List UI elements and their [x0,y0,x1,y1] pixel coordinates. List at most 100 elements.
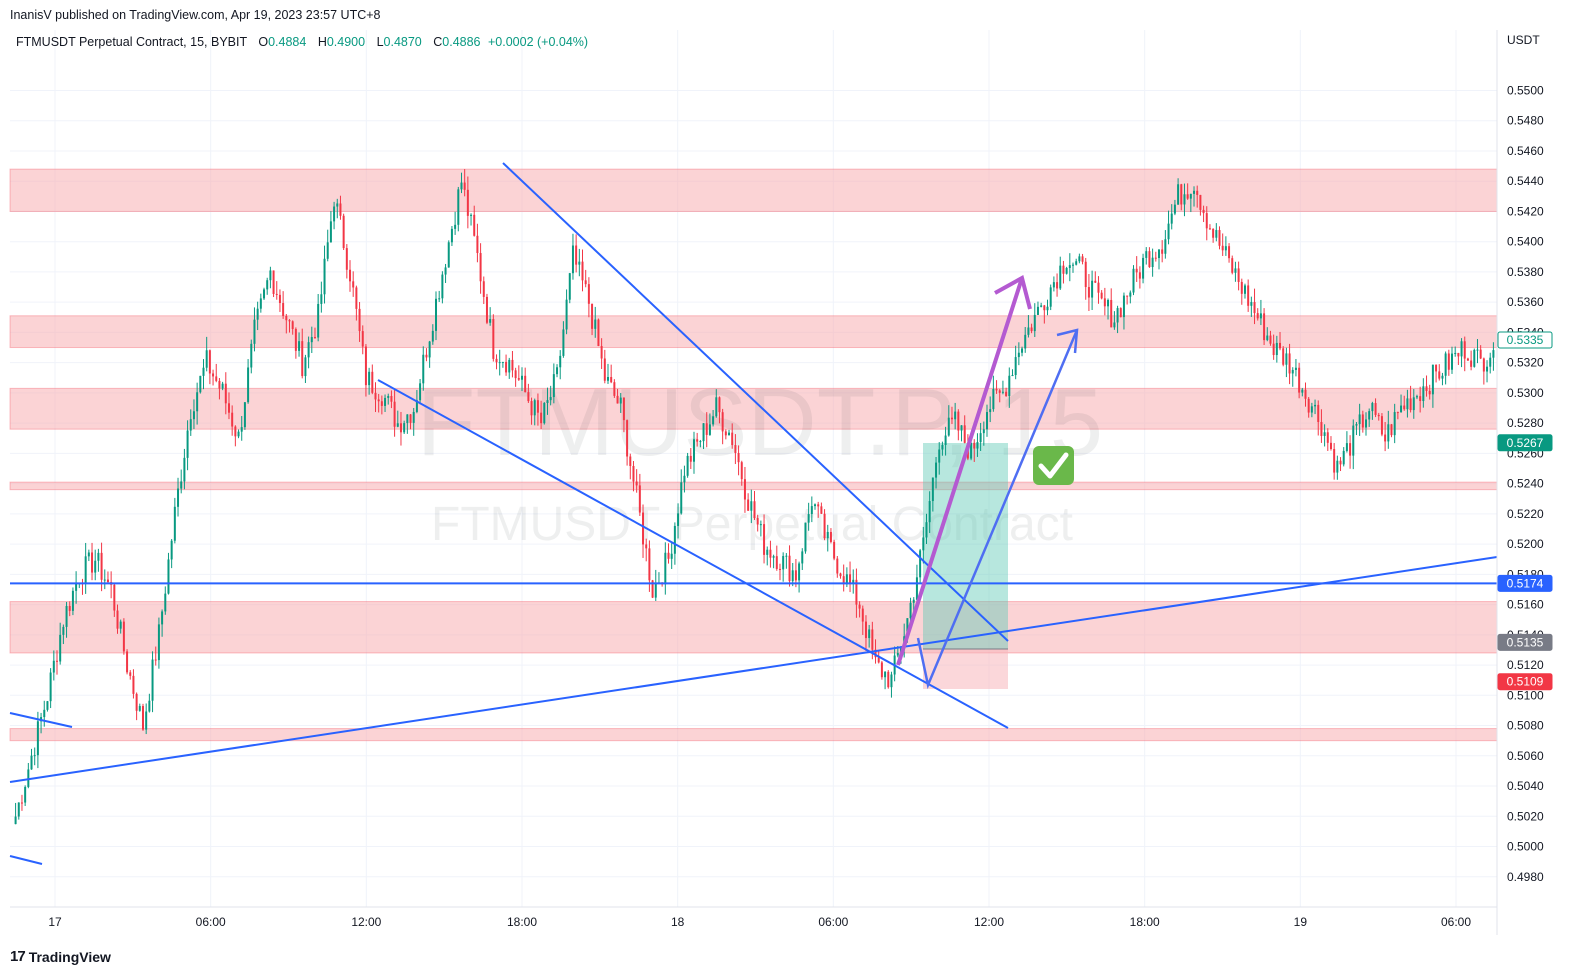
candle-body [326,242,329,259]
candle-body [412,411,415,423]
candle-body [55,660,58,662]
x-tick-label: 18:00 [1130,915,1160,929]
blue-arrowhead [1056,328,1079,354]
candle-body [861,608,864,622]
candle-body [1466,358,1469,361]
candle-body [915,577,918,600]
wedge-upper-line [502,162,1009,642]
candle-body [1062,265,1065,274]
candle-body [148,700,151,712]
tradingview-brand[interactable]: 17 TradingView [10,948,111,965]
candle-body [721,412,724,432]
candle-body [849,574,852,585]
candle-body [750,501,753,511]
candle-body [890,674,893,688]
candle-body [820,506,823,514]
candle-body [874,649,877,658]
candle-body [591,303,594,329]
candle-body [1208,228,1211,230]
candle-body [199,375,202,393]
candle-body [323,258,326,295]
candle-body [1482,358,1485,372]
candle-body [829,531,832,542]
candle-body [368,371,371,386]
candle-body [1263,313,1266,341]
candle-body [1193,190,1196,194]
x-tick-label: 06:00 [1441,915,1471,929]
candle-body [1339,460,1342,465]
candle-body [1056,282,1059,289]
candle-body [673,525,676,554]
candle-body [164,593,167,612]
candle-body [715,397,718,417]
candle-body [129,672,132,676]
candle-body [1358,414,1361,425]
candle-body [635,481,638,486]
candle-body [708,424,711,435]
candle-body [231,412,234,427]
y-tick-label: 0.5160 [1507,598,1544,612]
currency-label: USDT [1507,33,1540,47]
candle-body [1024,334,1027,349]
candle-body [919,550,922,578]
candle-body [1473,349,1476,367]
symbol-name[interactable]: FTMUSDT Perpetual Contract, 15, BYBIT [16,35,247,49]
candle-body [1177,184,1180,205]
candle-body [501,361,504,363]
candle-body [393,401,396,427]
candle-body [364,346,367,386]
y-tick-label: 0.4980 [1507,870,1544,884]
candle-body [1393,412,1396,436]
y-tick-label: 0.5200 [1507,537,1544,551]
candle-body [1154,257,1157,259]
open-label: O [258,35,269,49]
open-value: 0.4884 [268,35,307,49]
trendline-drawings[interactable] [9,162,1498,865]
candle-body [1301,389,1304,393]
candle-body [1454,352,1457,354]
candle-body [884,671,887,678]
candle-body [616,395,619,404]
candle-body [380,401,383,406]
candle-body [807,514,810,523]
candle-body [294,328,297,351]
candle-body [132,675,135,694]
candle-body [1135,268,1138,273]
y-tick-label: 0.5280 [1507,416,1544,430]
candle-body [1017,352,1020,358]
candle-body [49,672,52,702]
symbol-ohlc-legend[interactable]: FTMUSDT Perpetual Contract, 15, BYBIT O0… [16,35,588,49]
candle-body [237,431,240,437]
candle-body [976,442,979,449]
candle-body [1087,287,1090,298]
candle-body [46,701,49,710]
candle-body [1269,335,1272,344]
candle-body [301,341,304,377]
x-tick-label: 12:00 [974,915,1004,929]
candle-body [982,429,985,434]
candle-body [530,401,533,416]
candle-body [1215,230,1218,238]
candle-body [1173,204,1176,214]
candle-body [361,331,364,347]
candle-body [909,602,912,619]
candle-body [310,337,313,343]
candle-body [766,549,769,555]
candle-body [1049,287,1052,307]
candle-body [275,293,278,295]
wedge-lower-line [377,379,1009,729]
candle-body [119,621,122,629]
candle-body [495,358,498,363]
candle-body [1113,322,1116,328]
candle-body [339,203,342,216]
candle-body [705,423,708,435]
candle-body [371,371,374,393]
candle-body [1040,305,1043,307]
candle-body [170,540,173,560]
candle-body [712,416,715,425]
candle-body [1431,364,1434,395]
candle-body [788,555,791,582]
candle-body [520,375,523,380]
candle-body [868,629,871,639]
